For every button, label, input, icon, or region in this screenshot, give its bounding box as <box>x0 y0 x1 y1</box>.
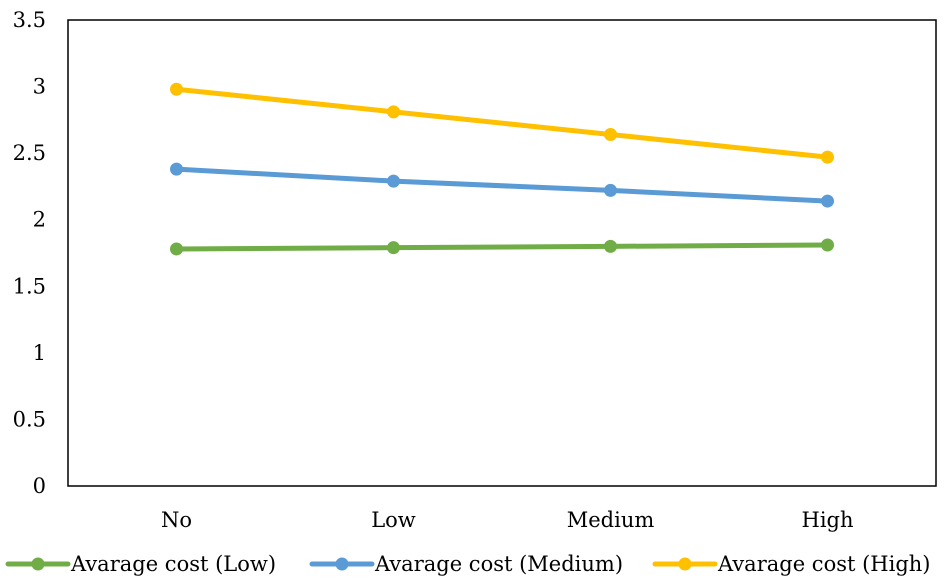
x-tick-label: Low <box>371 508 416 532</box>
y-tick-label: 3.5 <box>13 8 46 32</box>
data-point <box>821 150 834 164</box>
data-point <box>821 194 834 208</box>
axes <box>67 19 937 487</box>
legend-label: Avarage cost (Medium) <box>374 552 623 576</box>
data-point <box>604 183 617 197</box>
y-tick-label: 2.5 <box>13 141 46 165</box>
data-point <box>387 105 400 119</box>
x-tick-label: Medium <box>567 508 655 532</box>
legend-swatch-marker <box>335 557 349 571</box>
series-line <box>174 166 830 204</box>
data-point <box>387 174 400 188</box>
x-tick-labels: No Low Medium High <box>161 508 854 532</box>
y-tick-label: 1 <box>33 341 46 365</box>
data-point <box>387 241 400 255</box>
series <box>170 82 834 164</box>
legend-swatch-marker <box>31 557 45 571</box>
series-line <box>174 86 830 160</box>
y-tick-label: 1.5 <box>13 274 46 298</box>
data-point <box>170 242 183 256</box>
data-point <box>170 162 183 176</box>
data-point <box>604 128 617 142</box>
plot-area-border <box>67 19 937 487</box>
legend-label: Avarage cost (High) <box>717 552 930 576</box>
legend-item: Avarage cost (Low) <box>5 552 276 576</box>
series-line <box>174 242 830 252</box>
legend-item: Avarage cost (High) <box>652 552 930 576</box>
y-tick-labels: 0 0.5 1 1.5 2 2.5 3 3.5 <box>13 8 46 498</box>
x-tick-label: No <box>161 508 192 532</box>
y-tick-label: 0 <box>33 474 46 498</box>
series-layer <box>170 82 834 256</box>
data-point <box>604 239 617 253</box>
series <box>170 162 834 208</box>
x-tick-label: High <box>802 508 854 532</box>
y-tick-label: 3 <box>33 75 46 99</box>
legend-item: Avarage cost (Medium) <box>309 552 623 576</box>
legend-label: Avarage cost (Low) <box>70 552 276 576</box>
data-point <box>821 238 834 252</box>
y-tick-label: 0.5 <box>13 407 46 431</box>
y-tick-label: 2 <box>33 208 46 232</box>
legend: Avarage cost (Low) Avarage cost (Medium) A… <box>5 552 930 576</box>
legend-swatch-marker <box>678 557 692 571</box>
series <box>170 238 834 256</box>
data-point <box>170 82 183 96</box>
